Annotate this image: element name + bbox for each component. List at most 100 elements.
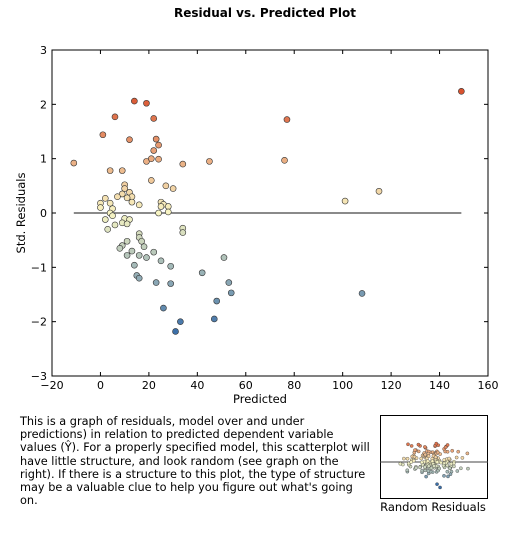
mini-data-point: [449, 461, 454, 466]
data-point: [150, 248, 158, 256]
data-point: [101, 195, 109, 202]
data-point: [227, 289, 235, 297]
data-point: [128, 198, 136, 206]
x-tick-label: 60: [239, 379, 253, 392]
x-tick-label: 120: [381, 379, 402, 392]
data-point: [172, 328, 179, 335]
mini-data-point: [423, 452, 428, 457]
data-point: [131, 97, 138, 105]
mini-data-point: [419, 456, 424, 461]
data-point: [123, 194, 131, 202]
mini-data-point: [466, 466, 470, 471]
data-point: [116, 245, 124, 252]
data-point: [169, 185, 177, 192]
mini-data-point: [459, 466, 463, 471]
mini-data-point: [432, 464, 436, 468]
mini-data-points: [398, 441, 470, 490]
data-point: [225, 279, 233, 286]
data-point: [99, 131, 107, 139]
mini-data-point: [447, 456, 451, 461]
data-point: [220, 254, 228, 261]
data-point: [167, 262, 174, 270]
y-tick-label: −2: [31, 316, 47, 329]
mini-data-point: [414, 466, 418, 470]
mini-data-point: [398, 461, 403, 466]
x-tick-label: 100: [332, 379, 353, 392]
data-point: [135, 252, 143, 259]
mini-data-point: [445, 463, 450, 468]
x-axis-ticks: −20 0 20 40 60 80 100 120 140 160: [40, 50, 499, 392]
mini-data-point: [460, 456, 465, 460]
data-point: [157, 257, 165, 265]
data-point: [128, 247, 136, 255]
x-tick-label: 20: [142, 379, 156, 392]
mini-data-point: [413, 448, 417, 452]
data-point: [104, 226, 112, 233]
mini-data-point: [435, 460, 440, 464]
data-point: [213, 297, 221, 305]
data-point: [155, 141, 162, 149]
mini-data-point: [455, 469, 460, 473]
data-point: [140, 243, 148, 250]
data-point: [135, 274, 143, 282]
mini-data-point: [438, 485, 442, 490]
data-point: [126, 136, 133, 143]
data-point: [143, 99, 150, 107]
data-point: [148, 155, 155, 162]
mini-data-point: [445, 449, 450, 454]
data-point: [206, 158, 213, 165]
mini-data-point: [442, 458, 447, 462]
mini-data-point: [405, 456, 410, 461]
x-axis-label: Predicted: [233, 392, 287, 406]
description-text: This is a graph of residuals, model over…: [20, 415, 370, 508]
data-point: [106, 199, 114, 207]
mini-data-point: [442, 474, 446, 478]
x-tick-label: 40: [190, 379, 204, 392]
data-point: [150, 115, 158, 122]
data-point: [148, 177, 155, 184]
data-point: [143, 254, 150, 261]
mini-data-point: [445, 443, 450, 447]
data-point: [123, 252, 131, 259]
data-point: [341, 197, 349, 205]
mini-data-point: [443, 445, 448, 449]
data-point: [111, 221, 119, 229]
data-point: [131, 261, 138, 269]
mini-data-point: [406, 442, 410, 447]
x-tick-label: −20: [40, 379, 63, 392]
data-point: [138, 237, 145, 245]
mini-data-point: [412, 455, 417, 459]
mini-data-point: [456, 449, 460, 454]
mini-data-point: [441, 463, 446, 468]
y-tick-label: 3: [40, 44, 47, 57]
data-point: [123, 220, 131, 228]
mini-data-point: [435, 482, 439, 486]
mini-data-point: [423, 465, 427, 469]
x-tick-label: 160: [478, 379, 499, 392]
y-tick-label: −1: [31, 261, 47, 274]
data-point: [155, 155, 162, 163]
mini-data-point: [446, 474, 450, 479]
mini-data-point: [439, 460, 443, 465]
data-point: [106, 167, 114, 174]
mini-data-point: [448, 466, 452, 471]
mini-data-point: [436, 450, 440, 455]
mini-data-point: [409, 460, 413, 464]
data-point: [283, 116, 291, 123]
data-point: [121, 185, 128, 192]
data-point: [358, 290, 366, 297]
data-point: [70, 159, 78, 167]
data-point: [155, 209, 162, 217]
mini-data-point: [418, 465, 422, 470]
data-point: [164, 203, 172, 210]
data-point: [157, 203, 165, 210]
x-tick-label: 80: [287, 379, 301, 392]
y-axis-ticks: −3 −2 −1 0 1 2 3: [31, 44, 488, 383]
random-residuals-mini-plot: [380, 415, 488, 499]
data-point: [109, 212, 116, 220]
data-point: [162, 182, 170, 190]
data-points: [70, 87, 465, 335]
mini-data-point: [426, 464, 431, 468]
data-point: [97, 204, 104, 211]
mini-data-point: [402, 456, 406, 461]
